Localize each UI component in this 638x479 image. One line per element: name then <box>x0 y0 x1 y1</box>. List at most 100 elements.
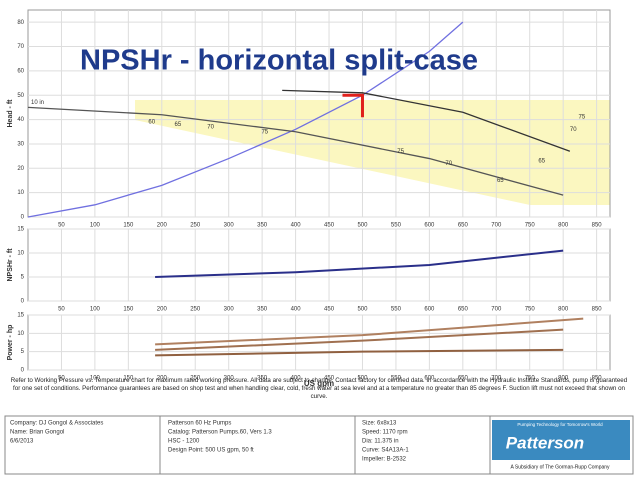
info-text: HSC - 1200 <box>168 439 200 445</box>
info-text: Speed: 1170 rpm <box>362 430 408 436</box>
y-tick-label: 10 <box>17 190 24 196</box>
logo-bg <box>492 420 630 460</box>
x-tick-label: 50 <box>58 223 65 229</box>
x-tick-label: 200 <box>157 223 168 229</box>
x-tick-label: 250 <box>190 376 201 382</box>
x-tick-label: 500 <box>357 223 368 229</box>
x-axis-label: US gpm <box>304 379 334 388</box>
x-tick-label: 150 <box>123 307 134 313</box>
x-tick-label: 450 <box>324 223 335 229</box>
x-tick-label: 500 <box>357 376 368 382</box>
info-text: Name: Brian Gongol <box>10 430 64 436</box>
x-tick-label: 150 <box>123 376 134 382</box>
x-tick-label: 700 <box>491 307 502 313</box>
x-tick-label: 500 <box>357 307 368 313</box>
x-tick-label: 850 <box>592 223 603 229</box>
x-tick-label: 700 <box>491 223 502 229</box>
y-tick-label: 10 <box>17 331 24 337</box>
y-axis-label: NPSHr - ft <box>7 248 14 282</box>
series-label: 10 in <box>31 100 44 106</box>
x-tick-label: 600 <box>424 307 435 313</box>
x-tick-label: 800 <box>558 376 569 382</box>
x-tick-label: 550 <box>391 223 402 229</box>
y-tick-label: 60 <box>17 68 24 74</box>
y-tick-label: 5 <box>21 349 25 355</box>
x-tick-label: 850 <box>592 376 603 382</box>
efficiency-label: 60 <box>148 120 155 126</box>
x-tick-label: 750 <box>525 376 536 382</box>
x-tick-label: 100 <box>90 223 101 229</box>
x-tick-label: 600 <box>424 376 435 382</box>
x-tick-label: 650 <box>458 223 469 229</box>
efficiency-label: 65 <box>175 122 182 128</box>
x-tick-label: 750 <box>525 223 536 229</box>
info-text: Catalog: Patterson Pumps.60, Vers 1.3 <box>168 430 272 436</box>
x-tick-label: 150 <box>123 223 134 229</box>
info-text: Design Point: 500 US gpm, 50 ft <box>168 448 254 454</box>
x-tick-label: 100 <box>90 376 101 382</box>
x-tick-label: 850 <box>592 307 603 313</box>
x-tick-label: 250 <box>190 223 201 229</box>
y-tick-label: 50 <box>17 93 24 99</box>
x-tick-label: 400 <box>291 376 302 382</box>
info-text: 6/6/2013 <box>10 439 34 445</box>
x-tick-label: 350 <box>257 307 268 313</box>
x-tick-label: 50 <box>58 376 65 382</box>
efficiency-label: 65 <box>497 178 504 184</box>
logo-subsidiary: A Subsidiary of The Gorman-Rupp Company <box>510 464 610 470</box>
x-tick-label: 50 <box>58 307 65 313</box>
y-tick-label: 15 <box>17 227 24 233</box>
logo-name: Patterson <box>506 433 584 452</box>
series-line <box>27 106 564 196</box>
efficiency-label: 70 <box>207 124 214 130</box>
y-tick-label: 0 <box>21 215 25 221</box>
x-tick-label: 350 <box>257 376 268 382</box>
efficiency-label: 75 <box>579 115 586 121</box>
x-tick-label: 300 <box>224 223 235 229</box>
efficiency-label: 75 <box>261 129 268 135</box>
y-tick-label: 30 <box>17 142 24 148</box>
y-tick-label: 20 <box>17 166 24 172</box>
series-line <box>155 317 584 346</box>
x-tick-label: 800 <box>558 307 569 313</box>
x-tick-label: 650 <box>458 376 469 382</box>
info-box <box>4 415 634 475</box>
y-tick-label: 0 <box>21 368 25 374</box>
efficiency-label: 75 <box>397 149 404 155</box>
x-tick-label: 200 <box>157 376 168 382</box>
design-point <box>342 93 364 118</box>
note: Refer to Working Pressure vs. Temperatur… <box>10 377 628 400</box>
x-tick-label: 250 <box>190 307 201 313</box>
x-tick-label: 750 <box>525 307 536 313</box>
y-tick-label: 40 <box>17 117 24 123</box>
info-text: Size: 6x8x13 <box>362 421 397 427</box>
slide-title: NPSHr - horizontal split-case <box>80 45 478 77</box>
x-tick-label: 200 <box>157 307 168 313</box>
logo-tagline: Pumping Technology for Tomorrow's World <box>517 422 603 427</box>
x-tick-label: 300 <box>224 307 235 313</box>
x-tick-label: 350 <box>257 223 268 229</box>
x-tick-label: 650 <box>458 307 469 313</box>
info-text: Curve: S4A13A-1 <box>362 448 409 454</box>
series-line <box>27 21 464 218</box>
y-axis-label: Power - hp <box>7 325 14 361</box>
y-axis-label: Head - ft <box>7 99 14 128</box>
x-tick-label: 600 <box>424 223 435 229</box>
series-line <box>155 348 564 357</box>
info-text: Impeller: B-2532 <box>362 457 407 463</box>
x-tick-label: 400 <box>291 307 302 313</box>
y-tick-label: 80 <box>17 20 24 26</box>
info-text: Company: DJ Gongol & Associates <box>10 421 103 427</box>
x-tick-label: 450 <box>324 376 335 382</box>
x-tick-label: 300 <box>224 376 235 382</box>
series-line <box>155 249 564 278</box>
y-tick-label: 5 <box>21 275 25 281</box>
info-text: Dia: 11.375 in <box>362 439 399 445</box>
x-tick-label: 400 <box>291 223 302 229</box>
x-tick-label: 450 <box>324 307 335 313</box>
info-text: Patterson 60 Hz Pumps <box>168 421 231 427</box>
x-tick-label: 700 <box>491 376 502 382</box>
